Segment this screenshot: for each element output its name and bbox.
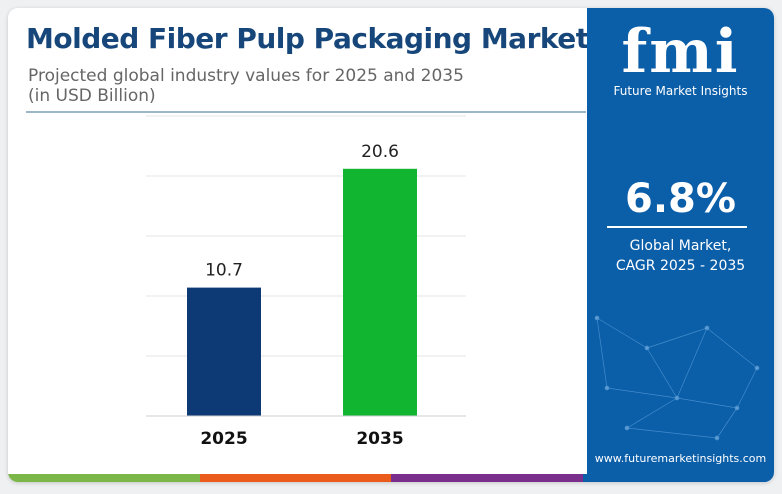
bar-2025 (187, 287, 261, 416)
stripe-blue (582, 474, 774, 482)
cagr-label-line-1: Global Market, (629, 238, 732, 254)
bar-2035 (343, 168, 417, 416)
website-url: www.futuremarketinsights.com (594, 452, 767, 465)
value-label-2025: 10.7 (205, 261, 243, 281)
chart-subtitle: Projected global industry values for 202… (28, 66, 548, 106)
bar-chart: 10.7 2025 20.6 2035 (146, 115, 466, 449)
stripe-green (8, 474, 200, 482)
subtitle-line-1: Projected global industry values for 202… (28, 66, 464, 86)
cagr-value: 6.8% (625, 176, 736, 222)
stripe-purple (391, 474, 583, 482)
cagr-label: Global Market, CAGR 2025 - 2035 (587, 236, 774, 276)
network-pattern (594, 315, 760, 441)
logo-subtitle: Future Market Insights (613, 84, 748, 98)
cagr-label-line-2: CAGR 2025 - 2035 (615, 258, 746, 274)
x-tick-label-2025: 2025 (200, 429, 247, 449)
chart-title: Molded Fiber Pulp Packaging Market (26, 22, 589, 55)
cagr-divider (607, 226, 747, 228)
x-tick-label-2035: 2035 (356, 429, 403, 449)
subtitle-line-2: (in USD Billion) (28, 86, 156, 106)
infographic-card: Molded Fiber Pulp Packaging Market Proje… (8, 8, 774, 482)
stripe-orange (199, 474, 391, 482)
brand-sidebar: fmi Future Market Insights 6.8% Global M… (587, 8, 774, 482)
fmi-logo: fmi (621, 17, 740, 87)
title-divider (26, 111, 586, 113)
color-stripe (8, 474, 774, 482)
value-label-2035: 20.6 (361, 142, 399, 162)
